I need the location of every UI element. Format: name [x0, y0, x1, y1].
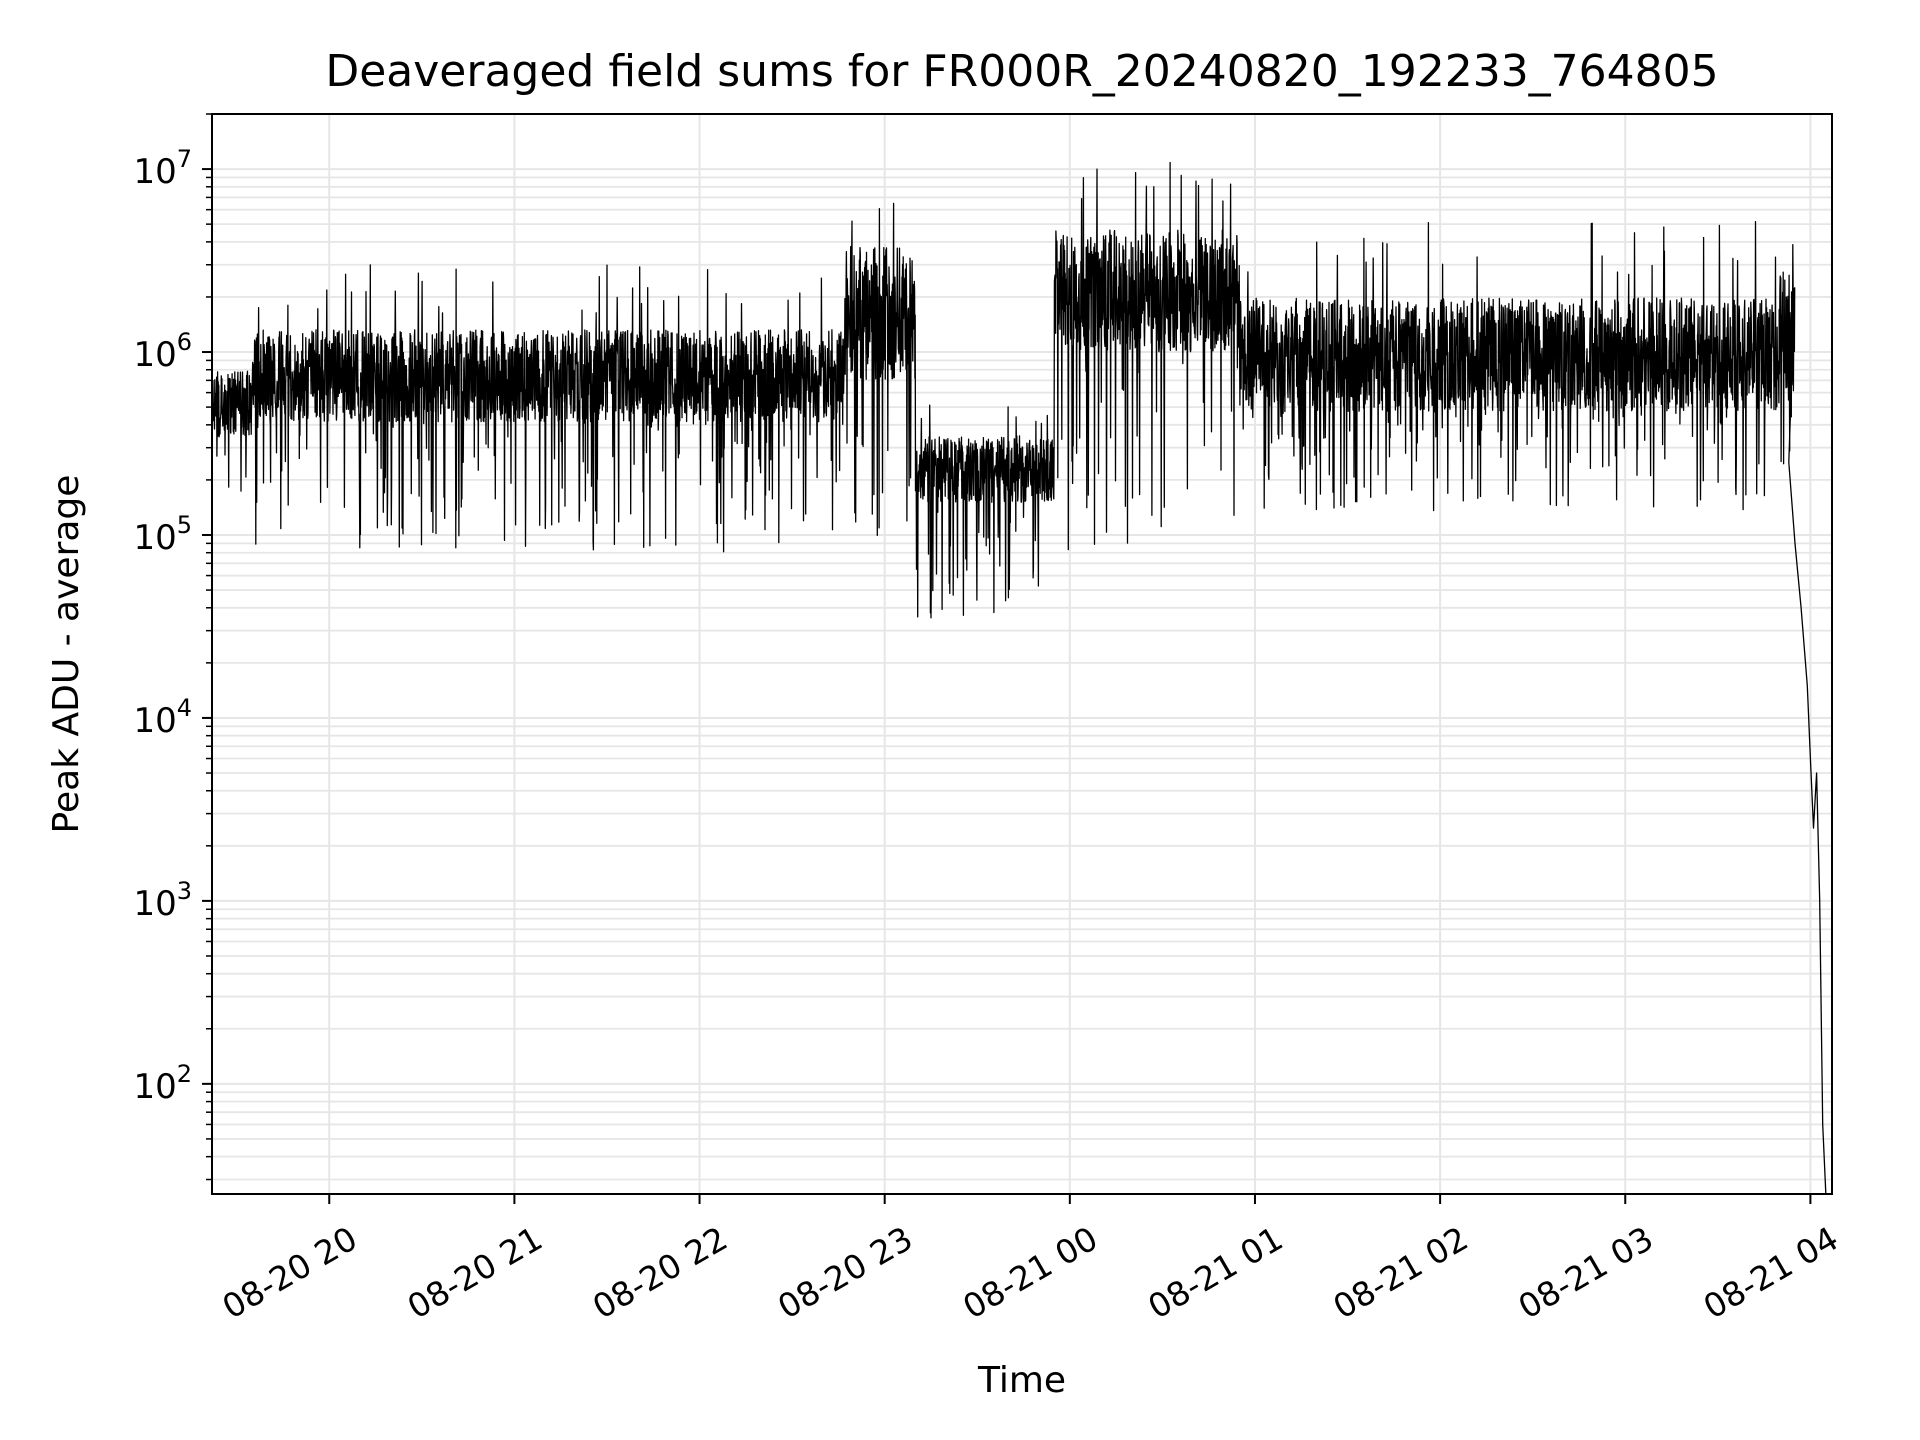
y-tick-label: 103: [133, 877, 192, 924]
y-tick-label: 107: [133, 145, 192, 192]
y-tick-label: 105: [133, 511, 192, 558]
data-series: [211, 161, 1827, 1194]
series-line: [211, 161, 1827, 1194]
grid: [212, 113, 1832, 1194]
x-tick-label: 08-21 03: [1512, 1219, 1660, 1327]
chart-title: Deaveraged field sums for FR000R_2024082…: [325, 46, 1718, 97]
y-tick-base: 10: [133, 884, 176, 924]
x-tick-label: 08-20 23: [771, 1219, 919, 1327]
y-tick-base: 10: [133, 1067, 176, 1107]
plot-frame: [211, 113, 1833, 1195]
y-tick-label: 106: [133, 328, 192, 375]
y-tick-exponent: 7: [177, 145, 192, 173]
y-tick-base: 10: [133, 152, 176, 192]
x-tick-label: 08-21 00: [956, 1219, 1104, 1327]
y-tick-base: 10: [133, 335, 176, 375]
x-tick-label: 08-21 04: [1697, 1219, 1845, 1327]
y-tick-label: 104: [133, 694, 192, 741]
y-tick-exponent: 5: [177, 511, 192, 539]
x-tick-label: 08-20 21: [401, 1219, 549, 1327]
y-tick-exponent: 4: [177, 694, 192, 722]
y-tick-base: 10: [133, 518, 176, 558]
x-tick-label: 08-20 20: [216, 1219, 364, 1327]
ticks: 08-20 20 08-20 21 08-20 22 08-20 23 08-21 00…: [133, 113, 1845, 1327]
y-tick-exponent: 6: [177, 328, 192, 356]
y-tick-exponent: 3: [177, 877, 192, 905]
y-tick-exponent: 2: [177, 1060, 192, 1088]
y-tick-base: 10: [133, 701, 176, 741]
x-tick-label: 08-21 02: [1327, 1219, 1475, 1327]
y-axis-label: Peak ADU - average: [46, 475, 87, 834]
y-tick-label: 102: [133, 1060, 192, 1107]
x-axis-label: Time: [977, 1360, 1066, 1401]
x-tick-label: 08-20 22: [586, 1219, 734, 1327]
x-tick-label: 08-21 01: [1141, 1219, 1289, 1327]
